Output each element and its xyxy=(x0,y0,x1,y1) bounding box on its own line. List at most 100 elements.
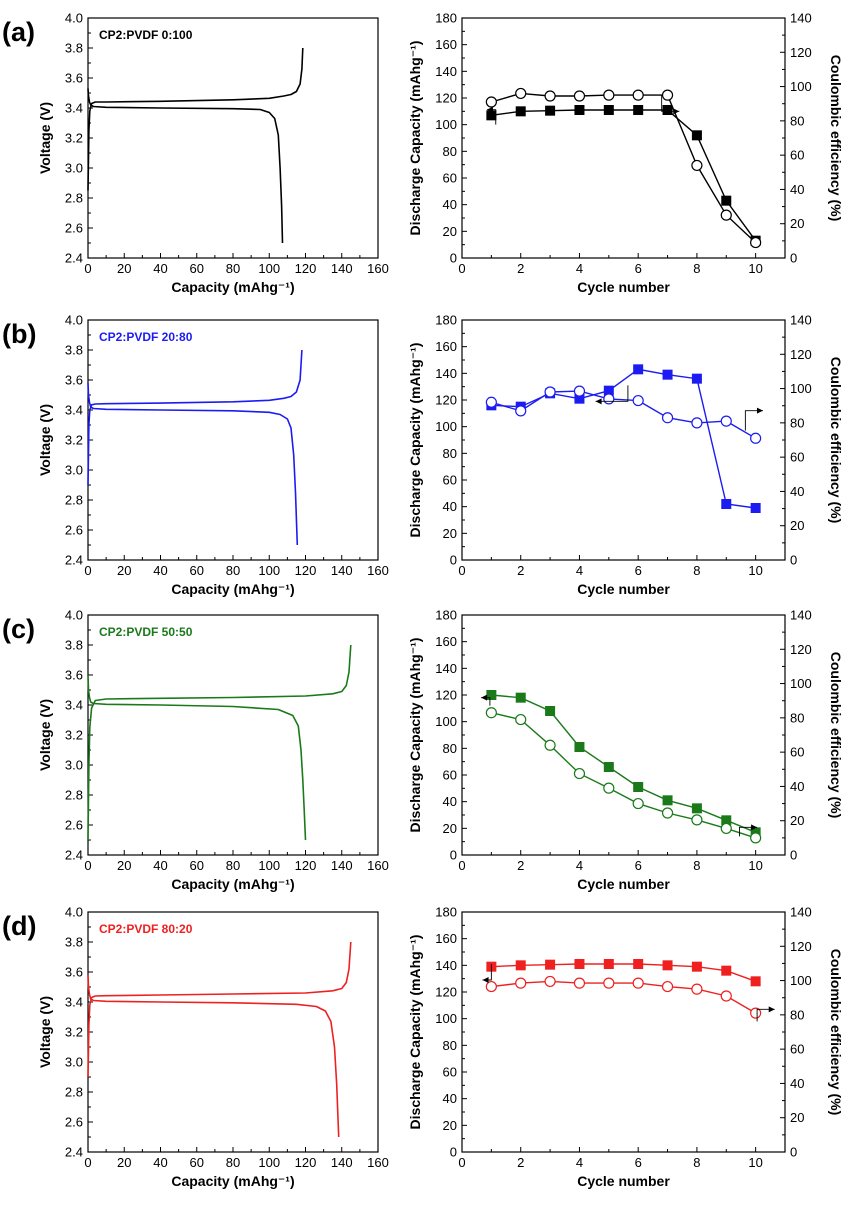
y-tick-label: 3.8 xyxy=(65,935,83,950)
y-tick-label: 3.8 xyxy=(65,41,83,56)
capacity-point xyxy=(662,369,673,380)
x-tick-label: 0 xyxy=(84,858,91,873)
y-tick-label: 180 xyxy=(435,11,457,26)
y2-axis-title: Coulombic efficiency (%) xyxy=(828,949,844,1115)
efficiency-point xyxy=(573,977,586,989)
efficiency-point xyxy=(573,385,586,397)
x-tick-label: 20 xyxy=(117,261,131,276)
efficiency-point xyxy=(720,209,732,221)
y-tick-label: 3.6 xyxy=(65,965,83,980)
right-series-line xyxy=(491,712,756,839)
left-axis-arrow xyxy=(486,106,497,125)
x-tick-label: 2 xyxy=(517,261,524,276)
y-tick-label: 140 xyxy=(435,366,457,381)
x-tick-label: 100 xyxy=(258,858,280,873)
capacity-point xyxy=(633,364,644,375)
x-tick-label: 160 xyxy=(367,1155,389,1170)
y2-tick-label: 120 xyxy=(790,45,812,60)
efficiency-point xyxy=(632,394,644,407)
x-axis-title: Capacity (mAhg⁻¹) xyxy=(171,581,294,597)
x-axis-title: Cycle number xyxy=(577,279,670,295)
y-axis-title: Voltage (V) xyxy=(37,996,53,1068)
y-tick-label: 2.4 xyxy=(65,553,83,568)
capacity-point xyxy=(691,961,702,972)
y-tick-label: 3.6 xyxy=(65,373,83,388)
arrow-head xyxy=(673,108,680,115)
y-tick-label: 140 xyxy=(435,661,457,676)
y-tick-label: 160 xyxy=(435,37,457,52)
right-axis-arrow xyxy=(744,407,763,431)
plot-frame xyxy=(461,614,786,856)
y-tick-label: 40 xyxy=(443,794,457,809)
y-tick-label: 40 xyxy=(443,1091,457,1106)
y-tick-label: 100 xyxy=(435,714,457,729)
x-tick-label: 40 xyxy=(153,563,167,578)
y-tick-label: 3.2 xyxy=(65,728,83,743)
y-tick-label: 120 xyxy=(435,688,457,703)
capacity-point xyxy=(603,105,614,115)
y2-tick-label: 80 xyxy=(790,710,804,725)
capacity-point xyxy=(486,690,497,700)
y-tick-label: 80 xyxy=(443,446,457,461)
capacity-point xyxy=(721,965,732,976)
y-tick-label: 4.0 xyxy=(65,608,83,623)
x-tick-label: 100 xyxy=(258,1155,280,1170)
efficiency-point xyxy=(720,990,732,1002)
y-tick-label: 2.6 xyxy=(65,1115,83,1130)
x-tick-label: 40 xyxy=(153,858,167,873)
plot-frame xyxy=(461,17,786,259)
efficiency-point xyxy=(603,393,615,405)
y-tick-label: 0 xyxy=(450,1145,457,1160)
x-tick-label: 80 xyxy=(226,261,240,276)
efficiency-point xyxy=(691,159,703,172)
y2-tick-label: 100 xyxy=(790,973,812,988)
x-tick-label: 20 xyxy=(117,563,131,578)
capacity-point xyxy=(515,960,526,971)
y2-axis-title: Coulombic efficiency (%) xyxy=(828,357,844,523)
y-tick-label: 3.4 xyxy=(65,698,83,713)
y2-tick-label: 140 xyxy=(790,313,812,328)
capacity-point xyxy=(633,959,644,969)
arrow-head xyxy=(482,977,489,983)
y2-tick-label: 120 xyxy=(790,939,812,954)
right-series-line xyxy=(491,390,756,439)
discharge-curve xyxy=(87,88,284,244)
arrow-head xyxy=(486,106,493,113)
arrow-head xyxy=(595,398,602,405)
voltage-chart-1: 0 20 40 60 80 100 120 140 160 2.4 2.6 2.8 3.0 3.2 3.4 3… xyxy=(2,313,389,598)
x-tick-label: 140 xyxy=(331,1155,353,1170)
x-tick-label: 120 xyxy=(295,261,317,276)
y-tick-label: 0 xyxy=(450,251,457,266)
y-tick-label: 0 xyxy=(450,848,457,863)
x-tick-label: 2 xyxy=(517,858,524,873)
y-tick-label: 100 xyxy=(435,419,457,434)
y2-tick-label: 60 xyxy=(790,450,804,465)
y-axis-title: Discharge Capacity (mAhg⁻¹) xyxy=(407,343,423,538)
efficiency-point xyxy=(720,415,732,427)
x-tick-label: 80 xyxy=(226,563,240,578)
efficiency-point xyxy=(661,412,674,424)
y-tick-label: 2.4 xyxy=(65,848,83,863)
y-tick-label: 180 xyxy=(435,313,457,328)
y-tick-label: 2.8 xyxy=(65,493,83,508)
y2-tick-label: 100 xyxy=(790,79,812,94)
arrow-head xyxy=(756,407,763,414)
efficiency-point xyxy=(632,977,644,989)
efficiency-point xyxy=(515,405,527,417)
y2-tick-label: 20 xyxy=(790,518,804,533)
y-tick-label: 3.0 xyxy=(65,161,83,176)
x-tick-label: 120 xyxy=(295,858,317,873)
x-axis-title: Cycle number xyxy=(577,1173,670,1189)
x-tick-label: 140 xyxy=(331,261,353,276)
x-tick-label: 8 xyxy=(693,858,700,873)
efficiency-point xyxy=(485,980,497,993)
x-tick-label: 0 xyxy=(84,1155,91,1170)
y-tick-label: 20 xyxy=(443,526,457,541)
x-axis-title: Capacity (mAhg⁻¹) xyxy=(171,1173,294,1189)
efficiency-point xyxy=(691,417,703,429)
y-tick-label: 120 xyxy=(435,393,457,408)
x-tick-label: 0 xyxy=(458,261,465,276)
voltage-chart-2: 0 20 40 60 80 100 120 140 160 2.4 2.6 2.8 3.0 3.2 3.4 3… xyxy=(2,608,389,893)
